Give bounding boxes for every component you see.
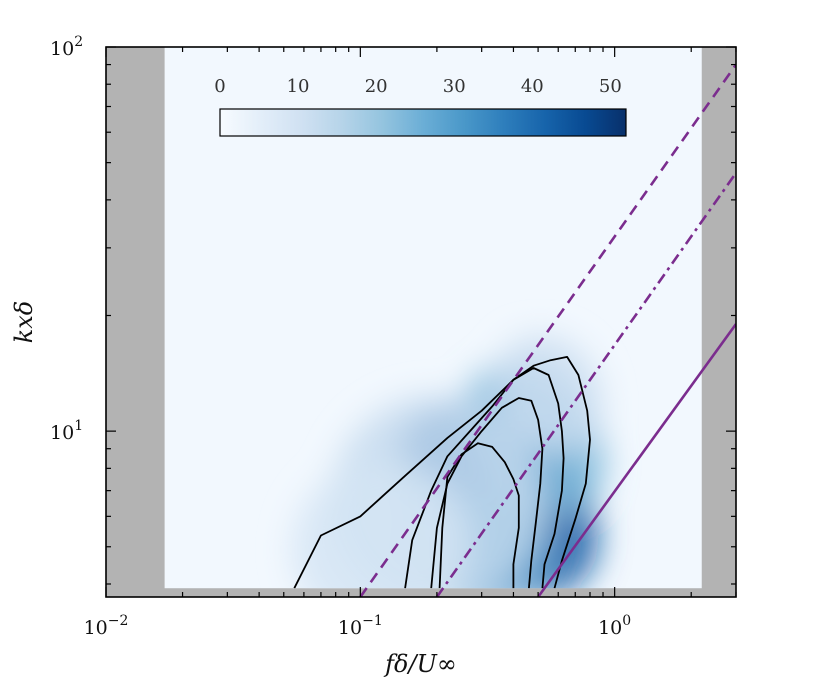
contour-line	[293, 356, 591, 589]
plot-frame	[105, 46, 737, 598]
colorbar-tick-label: 10	[287, 76, 310, 97]
x-tick-label: 10−1	[338, 613, 383, 639]
x-tick-base: 10	[598, 617, 622, 639]
colorbar	[219, 108, 627, 137]
colorbar-tick-label: 50	[599, 76, 622, 97]
x-tick-exponent: −1	[362, 613, 383, 629]
y-tick-exponent: 2	[74, 34, 83, 50]
x-tick-exponent: −2	[108, 613, 129, 629]
colorbar-tick-label: 0	[214, 76, 225, 97]
y-tick-base: 10	[50, 422, 74, 444]
contour-line	[438, 442, 520, 589]
x-tick-base: 10	[338, 617, 362, 639]
x-axis-title: fδ/U∞	[383, 650, 457, 678]
reference-line-dashed	[359, 63, 736, 597]
y-tick-base: 10	[50, 38, 74, 60]
reference-line-solid	[537, 323, 736, 597]
colorbar-tick-label: 20	[365, 76, 388, 97]
heatmap	[291, 334, 606, 589]
y-tick-label: 102	[50, 34, 83, 60]
x-tick-label: 100	[598, 613, 631, 639]
contour-line	[430, 397, 544, 589]
colorbar-tick-label: 40	[521, 76, 544, 97]
heatmap-blob	[494, 334, 603, 453]
colorbar-tick-label: 30	[443, 76, 466, 97]
contour-line	[404, 367, 565, 589]
x-tick-base: 10	[84, 617, 108, 639]
y-axis-title: kxδ	[10, 301, 38, 344]
reference-line-dashdot	[435, 172, 736, 597]
y-tick-label: 101	[50, 418, 83, 444]
x-tick-label: 10−2	[84, 613, 129, 639]
x-tick-exponent: 0	[622, 613, 631, 629]
y-tick-exponent: 1	[74, 418, 83, 434]
